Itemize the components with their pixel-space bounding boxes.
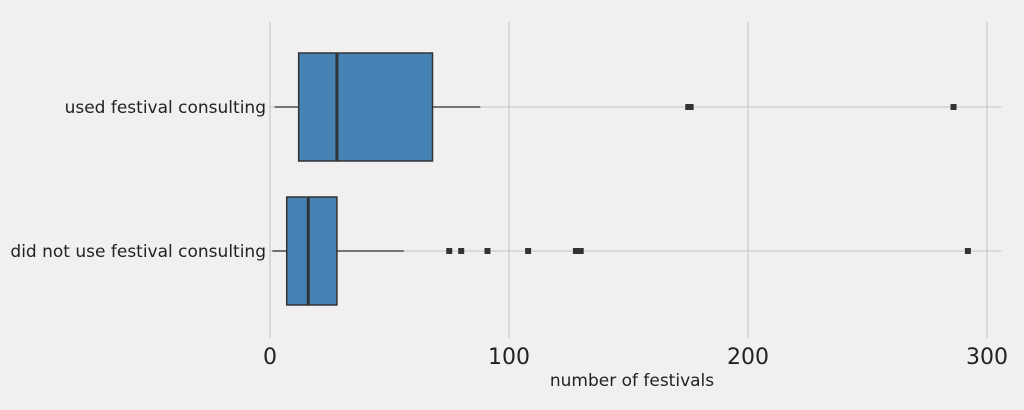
- box: [297, 52, 434, 162]
- x-axis-title: number of festivals: [550, 371, 714, 391]
- category-labels: used festival consulting did not use fest…: [10, 98, 266, 262]
- box-group: [272, 196, 971, 306]
- outlier-point: [525, 248, 532, 254]
- outlier-point: [458, 248, 465, 254]
- grid-lines: [269, 22, 1002, 338]
- category-label: did not use festival consulting: [10, 242, 266, 262]
- outlier-point: [687, 104, 694, 110]
- category-label: used festival consulting: [65, 98, 266, 118]
- outlier-point: [950, 104, 957, 110]
- outlier-point: [577, 248, 584, 254]
- x-tick-label: 300: [966, 345, 1008, 370]
- outlier-point: [484, 248, 491, 254]
- x-tick-labels: 0 100 200 300: [263, 345, 1008, 370]
- x-tick-label: 100: [488, 345, 530, 370]
- outlier-point: [964, 248, 971, 254]
- box: [285, 196, 338, 306]
- x-tick-label: 0: [263, 345, 277, 370]
- outlier-point: [446, 248, 453, 254]
- box-group: [274, 52, 957, 162]
- box-series: [272, 52, 971, 306]
- x-tick-label: 200: [727, 345, 769, 370]
- outlier-point: [572, 248, 579, 254]
